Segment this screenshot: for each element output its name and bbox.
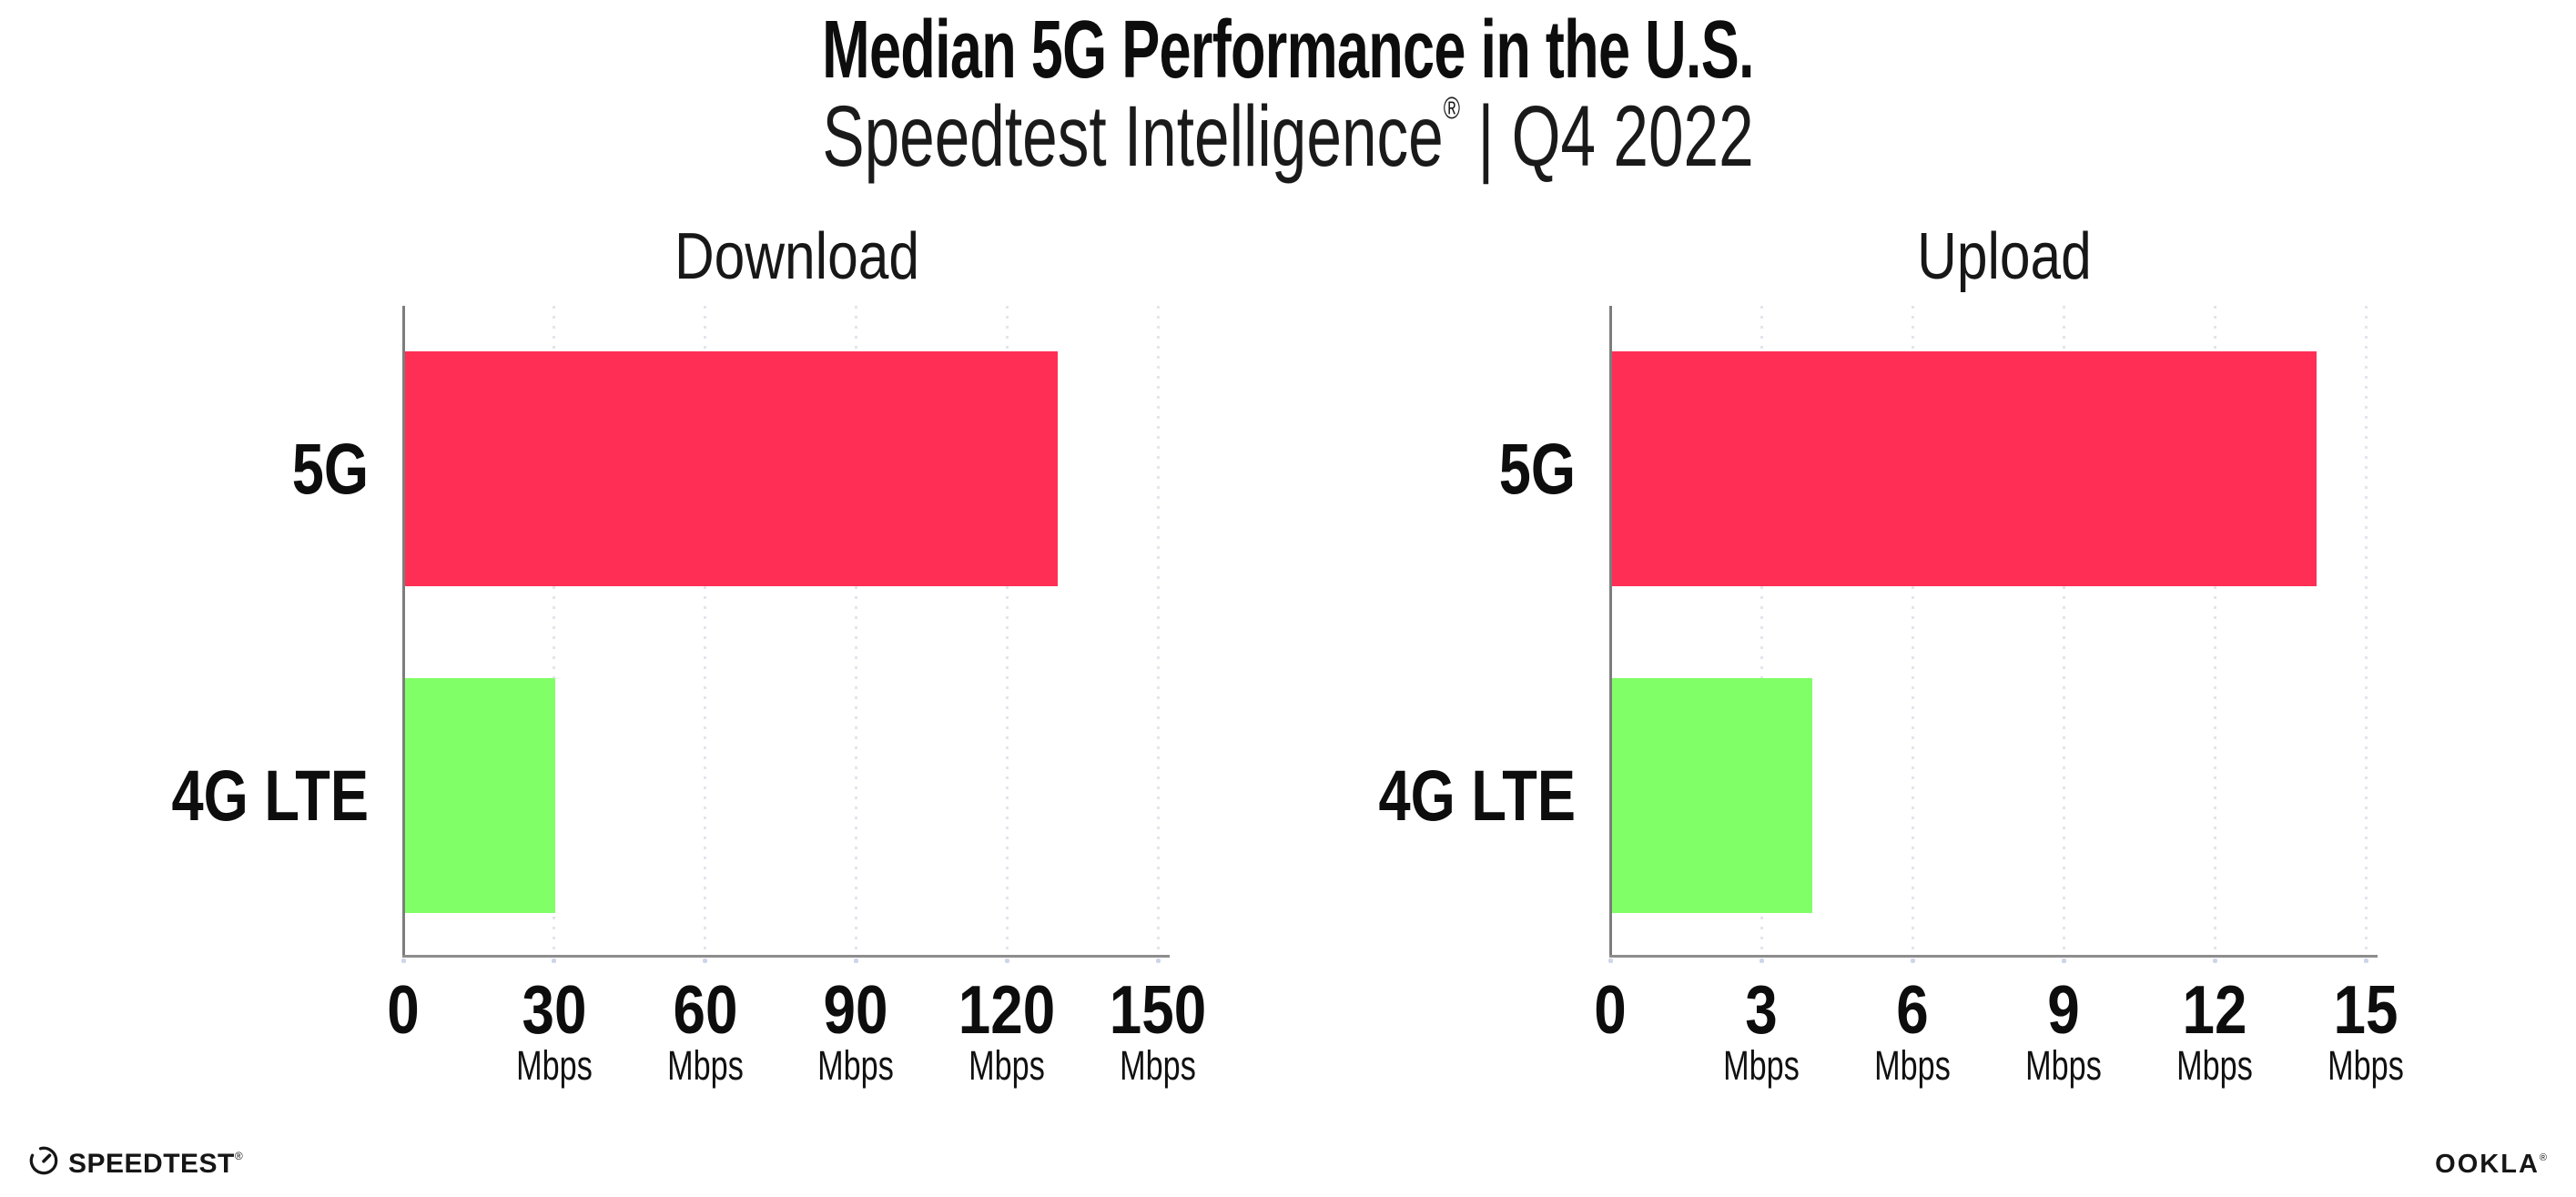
gridline-6 xyxy=(1911,306,1914,957)
gridline-120 xyxy=(1005,306,1009,957)
page-subtitle: Speedtest Intelligence® | Q4 2022 xyxy=(348,91,2228,183)
ookla-registered-icon: ® xyxy=(2539,1152,2547,1163)
tick-unit-label-download-90: Mbps xyxy=(817,1042,895,1089)
tick-label-download-30: 30 xyxy=(522,971,587,1048)
tick-label-upload-3: 3 xyxy=(1745,971,1778,1048)
tick-unit-label-upload-6: Mbps xyxy=(1874,1042,1951,1089)
plot-area-download xyxy=(402,306,1160,957)
category-label-5g-download: 5G xyxy=(291,428,369,509)
registered-trademark-icon: ® xyxy=(1443,91,1461,126)
tick-unit-label-upload-12: Mbps xyxy=(2176,1042,2253,1089)
tick-label-upload-0: 0 xyxy=(1594,971,1627,1048)
bar-5g-upload xyxy=(1611,351,2317,586)
tick-label-download-90: 90 xyxy=(823,971,888,1048)
category-label-5g-upload: 5G xyxy=(1498,428,1576,509)
tick-mark-0 xyxy=(1607,959,1613,963)
tick-label-upload-6: 6 xyxy=(1896,971,1929,1048)
tick-label-download-120: 120 xyxy=(958,971,1056,1048)
tick-mark-3 xyxy=(1759,959,1764,963)
tick-mark-0 xyxy=(401,959,406,963)
tick-unit-label-download-120: Mbps xyxy=(969,1042,1045,1089)
tick-label-upload-15: 15 xyxy=(2333,971,2399,1048)
x-axis-upload xyxy=(1609,955,2378,958)
gridline-15 xyxy=(2364,306,2368,957)
tick-mark-6 xyxy=(1910,959,1915,963)
ookla-wordmark-text: OOKLA xyxy=(2435,1150,2540,1179)
tick-mark-9 xyxy=(2061,959,2066,963)
tick-mark-150 xyxy=(1155,959,1161,963)
tick-label-upload-9: 9 xyxy=(2047,971,2080,1048)
ookla-logo: OOKLA® xyxy=(2435,1142,2547,1180)
tick-mark-60 xyxy=(703,959,708,963)
tick-unit-label-download-30: Mbps xyxy=(515,1042,593,1089)
gridline-60 xyxy=(704,306,707,957)
y-axis-upload xyxy=(1609,306,1612,957)
speedtest-logo: SPEEDTEST® xyxy=(27,1140,243,1181)
tick-mark-12 xyxy=(2212,959,2217,963)
category-label-4g-lte-download: 4G LTE xyxy=(171,755,369,836)
bar-4g-lte-download xyxy=(404,678,555,913)
speedtest-wordmark-text: SPEEDTEST xyxy=(68,1149,235,1179)
tick-unit-label-upload-3: Mbps xyxy=(1723,1042,1800,1089)
gridline-9 xyxy=(2062,306,2065,957)
tick-mark-120 xyxy=(1004,959,1009,963)
chart-title-download: Download xyxy=(674,220,919,293)
gridline-12 xyxy=(2213,306,2216,957)
page-title: Median 5G Performance in the U.S. xyxy=(822,5,1754,96)
speedtest-wordmark: SPEEDTEST® xyxy=(68,1140,243,1181)
bar-4g-lte-upload xyxy=(1611,678,1813,913)
tick-unit-label-upload-9: Mbps xyxy=(2025,1042,2102,1089)
gridline-3 xyxy=(1760,306,1763,957)
y-axis-download xyxy=(402,306,405,957)
tick-unit-label-download-150: Mbps xyxy=(1120,1042,1196,1089)
subtitle-brand: Speedtest Intelligence xyxy=(822,88,1444,185)
chart-title-upload: Upload xyxy=(1917,220,2092,293)
speedtest-registered-icon: ® xyxy=(234,1150,244,1162)
subtitle-period: | Q4 2022 xyxy=(1460,88,1754,185)
x-axis-download xyxy=(402,955,1170,958)
tick-mark-30 xyxy=(552,959,557,963)
gridline-30 xyxy=(553,306,556,957)
tick-mark-15 xyxy=(2363,959,2368,963)
category-label-4g-lte-upload: 4G LTE xyxy=(1378,755,1576,836)
tick-unit-label-download-60: Mbps xyxy=(666,1042,744,1089)
gridline-150 xyxy=(1156,306,1160,957)
tick-label-upload-12: 12 xyxy=(2182,971,2247,1048)
tick-label-download-0: 0 xyxy=(387,971,420,1048)
tick-label-download-150: 150 xyxy=(1109,971,1207,1048)
speedtest-gauge-icon xyxy=(29,1146,58,1174)
bar-5g-download xyxy=(404,351,1059,586)
plot-area-upload xyxy=(1609,306,2368,957)
tick-mark-90 xyxy=(853,959,858,963)
tick-unit-label-upload-15: Mbps xyxy=(2328,1042,2404,1089)
tick-label-download-60: 60 xyxy=(673,971,738,1048)
gridline-90 xyxy=(854,306,857,957)
